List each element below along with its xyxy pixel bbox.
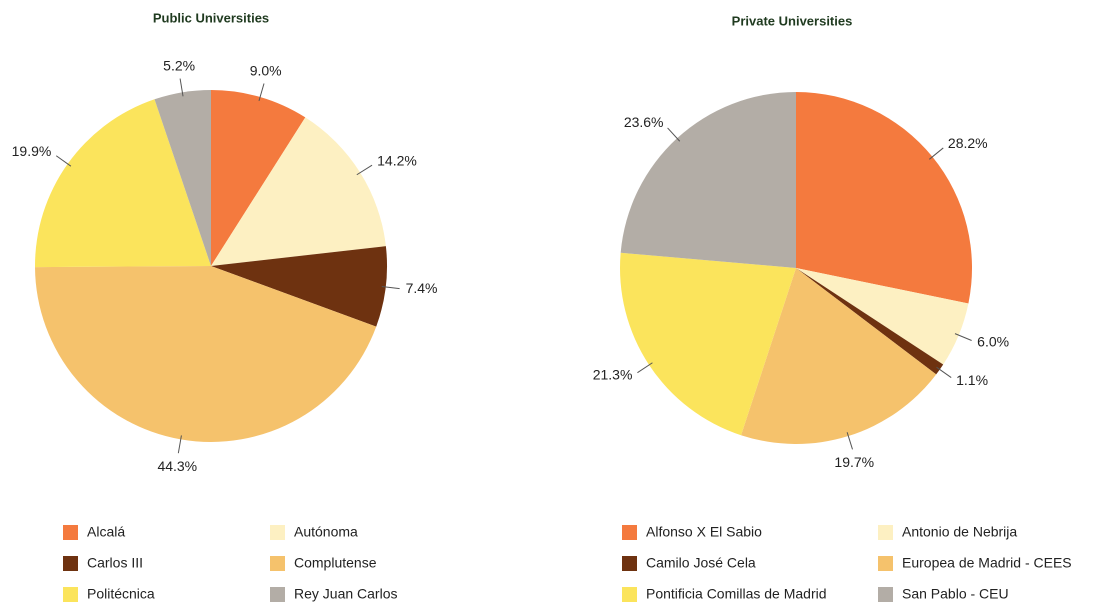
pie-slice [741, 268, 937, 444]
leader-line [928, 147, 944, 160]
leader-line [179, 78, 184, 97]
legend-swatch [270, 525, 285, 540]
legend-swatch [63, 587, 78, 602]
leader-line [667, 127, 681, 142]
legend-label: Autónoma [294, 524, 358, 540]
data-label: 23.6% [624, 114, 664, 130]
legend-label: Europea de Madrid - CEES [902, 555, 1072, 571]
pie-slice [35, 266, 377, 443]
pie-slice [154, 90, 211, 266]
leader-line [846, 432, 853, 450]
pie-slice [796, 268, 969, 365]
data-label: 19.7% [834, 454, 874, 470]
legend-swatch [878, 556, 893, 571]
legend-swatch [63, 556, 78, 571]
legend-label: Antonio de Nebrija [902, 524, 1017, 540]
pie-slice [211, 90, 306, 266]
legend-swatch [878, 587, 893, 602]
leader-line [356, 164, 373, 176]
legend-label: Politécnica [87, 586, 155, 602]
data-label: 6.0% [977, 333, 1009, 349]
data-label: 28.2% [948, 135, 988, 151]
legend-label: Alfonso X El Sabio [646, 524, 762, 540]
legend-label: Camilo José Cela [646, 555, 756, 571]
legend-label: San Pablo - CEU [902, 586, 1009, 602]
legend-swatch [270, 587, 285, 602]
pie-slice [620, 92, 796, 268]
leader-line [55, 155, 72, 167]
legend-label: Pontificia Comillas de Madrid [646, 586, 827, 602]
leader-line [936, 366, 952, 378]
legend-label: Rey Juan Carlos [294, 586, 398, 602]
pie-slice [619, 252, 796, 436]
data-label: 7.4% [406, 280, 438, 296]
legend-swatch [622, 587, 637, 602]
pie-slice [796, 92, 973, 304]
leader-line [954, 333, 972, 341]
chart-title: Public Universities [153, 10, 269, 25]
legend-swatch [622, 525, 637, 540]
legend-label: Carlos III [87, 555, 143, 571]
legend-label: Complutense [294, 555, 377, 571]
pie-slice [211, 246, 387, 327]
legend-swatch [622, 556, 637, 571]
pie-slice [35, 99, 211, 268]
legend-swatch [878, 525, 893, 540]
data-label: 21.3% [593, 367, 633, 383]
legend-swatch [270, 556, 285, 571]
data-label: 9.0% [250, 62, 282, 78]
pie-slice [211, 117, 386, 266]
leader-line [258, 83, 265, 101]
leader-line [637, 362, 653, 374]
data-label: 14.2% [377, 153, 417, 169]
chart-title: Private Universities [732, 13, 853, 28]
data-label: 44.3% [157, 458, 197, 474]
data-label: 1.1% [956, 372, 988, 388]
pie-slice [796, 268, 944, 375]
legend-label: Alcalá [87, 524, 125, 540]
data-label: 19.9% [12, 143, 52, 159]
data-label: 5.2% [163, 57, 195, 73]
leader-line [177, 435, 182, 454]
leader-line [381, 285, 400, 290]
legend-swatch [63, 525, 78, 540]
